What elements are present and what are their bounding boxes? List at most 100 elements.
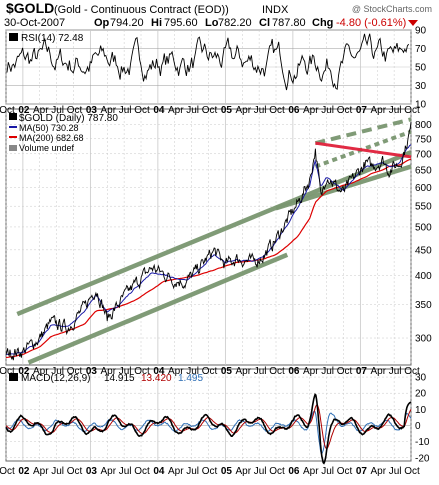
rsi-axis: 90 70 50 30 10	[415, 26, 427, 111]
low-value: 782.20	[218, 17, 252, 29]
x-tick-label: 06	[288, 466, 300, 477]
x-tick-label: 04	[153, 105, 165, 116]
macd-legend-swatch	[9, 373, 18, 381]
x-tick-label: Oct	[337, 366, 353, 377]
trendline-projection-dashed	[314, 117, 412, 146]
x-tick-label: 07	[356, 466, 368, 477]
high-value: 795.60	[164, 17, 198, 29]
price-tick-label: 300	[415, 334, 432, 345]
trendline-mid-dashed	[314, 129, 412, 169]
macd-legend: MACD(12,26,9) 14.915 13.420 1.495	[9, 373, 203, 384]
x-tick-label: 02	[18, 466, 30, 477]
macd-legend-label: MACD(12,26,9)	[21, 373, 90, 384]
x-tick-label: Oct	[67, 466, 83, 477]
price-tick-label: 600	[415, 183, 432, 194]
x-tick-label: Jul	[321, 366, 334, 377]
x-tick-label: Jul	[51, 466, 64, 477]
legend-swatch-price	[9, 113, 17, 120]
price-tick-label: 650	[415, 165, 432, 176]
quote-date: 30-Oct-2007	[4, 17, 65, 29]
x-tick-label: Apr	[303, 366, 319, 377]
x-tick-label: Apr	[33, 466, 49, 477]
x-tick-label: Jul	[119, 105, 132, 116]
rsi-grid	[6, 29, 411, 105]
x-tick-label: Jul	[389, 366, 402, 377]
x-tick-label: 04	[153, 366, 165, 377]
x-tick-label: 05	[221, 105, 233, 116]
x-tick-label: Oct	[134, 366, 150, 377]
x-tick-label: Oct	[337, 466, 353, 477]
x-tick-label: Oct	[269, 105, 285, 116]
x-tick-label: Oct	[404, 105, 420, 116]
x-tick-label: Oct	[0, 105, 15, 116]
legend-ma50: MA(50) 730.28	[19, 123, 79, 133]
rsi-legend-label: RSI(14) 72.48	[21, 33, 84, 44]
legend-swatch-ma200	[9, 136, 17, 138]
open-label: Op	[94, 17, 110, 29]
change-down-arrow-icon	[408, 20, 418, 26]
x-tick-label: Jul	[186, 366, 199, 377]
x-tick-label: 03	[86, 105, 98, 116]
macd-tick-label: 30	[415, 373, 427, 384]
legend-price: $GOLD (Daily) 787.80	[19, 113, 118, 124]
x-tick-label: Oct	[67, 105, 83, 116]
x-tick-label: Oct	[337, 105, 353, 116]
rsi-legend: RSI(14) 72.48	[9, 33, 84, 44]
price-tick-label: 800	[415, 120, 432, 131]
rsi-tick-label: 50	[415, 63, 427, 74]
exchange-label: INDX	[262, 4, 289, 16]
x-tick-label: 05	[221, 466, 233, 477]
x-tick-label: Jul	[51, 105, 64, 116]
close-label: Cl	[259, 17, 270, 29]
trendline-triangle-top	[315, 141, 412, 159]
x-tick-label: Jul	[389, 466, 402, 477]
x-tick-label: 03	[86, 366, 98, 377]
macd-histogram	[5, 410, 412, 455]
x-tick-label: Oct	[202, 105, 218, 116]
x-tick-label: Oct	[404, 466, 420, 477]
macd-tick-label: -10	[415, 437, 430, 448]
ohlc-readout: Op 794.20 Hi 795.60 Lo 782.20 Cl 787.80 …	[94, 17, 406, 29]
x-tick-label: Oct	[269, 466, 285, 477]
watermark: @ StockCharts.com	[352, 4, 432, 14]
legend-ma200: MA(200) 682.68	[19, 133, 84, 143]
trendline-channel-lower	[27, 252, 289, 365]
x-tick-label: Apr	[370, 466, 386, 477]
rsi-line	[6, 33, 410, 91]
ma200-line	[5, 158, 412, 359]
price-legend: $GOLD (Daily) 787.80 MA(50) 730.28 MA(20…	[9, 113, 118, 153]
x-tick-label: Apr	[100, 366, 116, 377]
x-tick-label: Apr	[303, 105, 319, 116]
x-tick-label: Oct	[269, 366, 285, 377]
x-tick-label: 06	[288, 366, 300, 377]
x-tick-label: Jul	[254, 466, 267, 477]
x-tick-label: Apr	[100, 105, 116, 116]
macd-hist-value: 1.495	[178, 373, 203, 384]
x-tick-label: Oct	[134, 105, 150, 116]
x-tick-label: Apr	[235, 466, 251, 477]
x-tick-label: 07	[356, 366, 368, 377]
macd-value: 14.915	[104, 373, 135, 384]
rsi-tick-label: 70	[415, 44, 427, 55]
symbol-title: $GOLD	[6, 0, 54, 16]
x-tick-label: Apr	[235, 366, 251, 377]
price-axis: 800 750 700 650 600 550 500 450 400 350 300	[415, 120, 432, 344]
price-tick-label: 750	[415, 134, 432, 145]
rsi-legend-swatch	[9, 33, 18, 41]
macd-tick-label: -20	[415, 453, 430, 464]
rsi-tick-label: 30	[415, 81, 427, 92]
x-tick-label: Apr	[168, 466, 184, 477]
open-value: 794.20	[110, 17, 144, 29]
x-tick-label: 04	[153, 466, 165, 477]
x-tick-label: Apr	[100, 466, 116, 477]
macd-tick-label: 20	[415, 389, 427, 400]
macd-signal-value: 13.420	[141, 373, 172, 384]
legend-swatch-ma50	[9, 126, 17, 128]
x-tick-label: Jul	[119, 466, 132, 477]
price-tick-label: 550	[415, 202, 432, 213]
x-tick-label: Apr	[33, 105, 49, 116]
price-tick-label: 450	[415, 245, 432, 256]
instrument-name: (Gold - Continuous Contract (EOD))	[54, 4, 229, 16]
x-tick-label: Jul	[254, 366, 267, 377]
